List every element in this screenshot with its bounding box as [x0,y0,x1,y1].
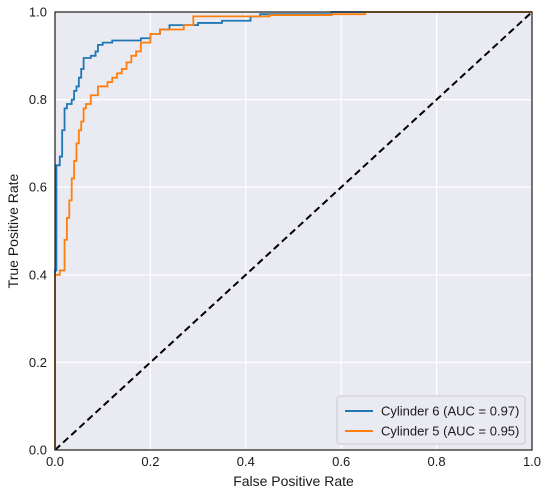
reference-diagonal-line [54,11,533,451]
legend-box [336,395,526,445]
y-tick-label: 0.2 [29,355,47,370]
legend-label-2: Cylinder 5 (AUC = 0.95) [381,424,519,439]
y-axis-label: True Positive Rate [5,173,21,288]
reference-line-group [54,11,533,451]
y-tick-label: 0.4 [29,267,47,282]
x-tick-label: 1.0 [523,454,541,469]
series-line-1 [54,11,532,450]
series-group [54,11,532,450]
series-line-2 [54,11,532,450]
x-tick-label: 0.0 [46,454,64,469]
x-tick-label: 0.8 [428,454,446,469]
x-tick-labels: 0.0 0.2 0.4 0.6 0.8 1.0 [46,454,541,469]
x-tick-label: 0.2 [141,454,159,469]
grid-lines [54,11,533,451]
y-tick-label: 0.6 [29,180,47,195]
y-tick-label: 0.8 [29,92,47,107]
legend-label-1: Cylinder 6 (AUC = 0.97) [381,404,519,419]
x-tick-label: 0.6 [332,454,350,469]
y-tick-label: 0.0 [29,443,47,458]
y-tick-label: 1.0 [29,5,47,20]
legend: Cylinder 6 (AUC = 0.97) Cylinder 5 (AUC =… [336,395,526,445]
y-tick-labels: 0.0 0.2 0.4 0.6 0.8 1.0 [29,5,47,458]
plot-frame [54,11,533,451]
x-tick-label: 0.4 [237,454,255,469]
x-axis-label: False Positive Rate [233,473,354,489]
